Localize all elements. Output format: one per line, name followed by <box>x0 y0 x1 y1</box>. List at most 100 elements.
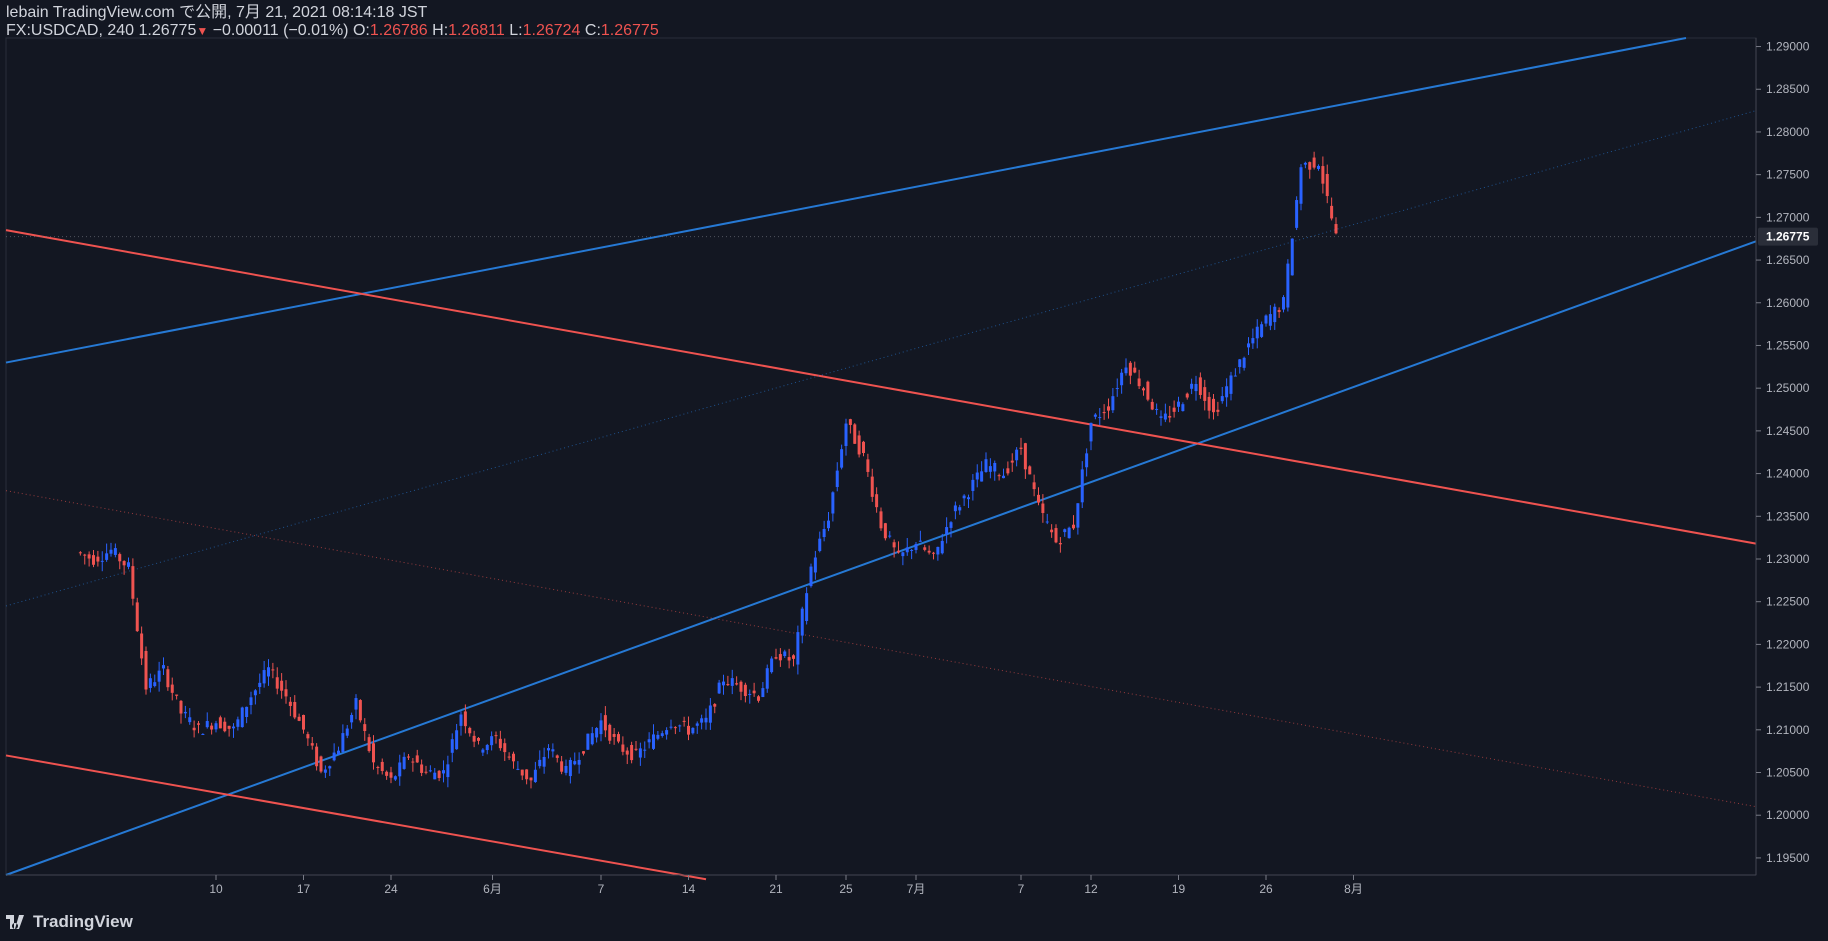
descending-channel-midline[interactable] <box>5 490 1757 808</box>
time-tick-label: 26 <box>1259 882 1273 896</box>
candle-down <box>682 720 686 722</box>
candle-down <box>1198 377 1202 395</box>
candle-up <box>214 723 218 730</box>
candle-up <box>1063 529 1067 533</box>
candle-down <box>792 655 795 659</box>
candle-down <box>468 727 472 734</box>
candle-down <box>1054 528 1058 543</box>
candle-down <box>687 725 690 735</box>
candle-up <box>350 714 354 723</box>
candle-down <box>1037 494 1040 503</box>
trendlines[interactable] <box>5 37 1757 881</box>
candle-down <box>757 696 760 701</box>
candle-up <box>765 668 769 689</box>
price-axis[interactable]: 1.29000 1.28500 1.28000 1.27500 1.27000 1.265… <box>6 38 1818 875</box>
candle-up <box>1295 200 1299 228</box>
candle-down <box>131 566 135 599</box>
candle-down <box>197 723 200 725</box>
candle-up <box>708 705 712 723</box>
candle-up <box>949 522 953 528</box>
price-tick-label: 1.26500 <box>1766 253 1810 267</box>
candle-up <box>1111 396 1115 411</box>
time-tick-label: 7月 <box>907 882 926 896</box>
ascending-channel-upper[interactable] <box>5 37 1687 364</box>
candle-up <box>433 772 437 780</box>
candles <box>78 151 1338 789</box>
time-axis[interactable]: 10 17 24 6月 7 14 21 25 7月 7 12 19 26 8月 <box>6 874 1756 896</box>
candle-down <box>1312 157 1316 168</box>
candle-up <box>652 734 655 749</box>
candle-down <box>1137 378 1141 387</box>
price-tick-label: 1.25000 <box>1766 381 1810 395</box>
candle-up <box>232 726 235 729</box>
tradingview-brand[interactable]: TradingView <box>6 912 133 932</box>
candle-down <box>1334 224 1338 234</box>
candle-down <box>376 767 380 769</box>
candle-up <box>183 711 187 714</box>
candle-down <box>853 424 857 444</box>
price-tick-label: 1.26000 <box>1766 296 1810 310</box>
candle-up <box>910 549 914 551</box>
last-price: 1.26775 <box>138 22 197 39</box>
candle-up <box>113 548 117 555</box>
candle-up <box>1177 401 1180 407</box>
descending-channel-upper[interactable] <box>5 229 1757 545</box>
price-tick-label: 1.22000 <box>1766 637 1810 651</box>
candle-down <box>310 743 314 746</box>
candle-up <box>967 497 970 500</box>
candle-down <box>135 602 139 632</box>
candle-up <box>1303 162 1307 165</box>
price-tick-label: 1.22500 <box>1766 595 1810 609</box>
candle-up <box>717 682 721 694</box>
candle-up <box>1159 416 1163 418</box>
descending-channel-lower[interactable] <box>5 754 707 881</box>
candle-up <box>109 549 113 554</box>
low-label: L: <box>509 22 523 39</box>
candle-down <box>555 755 559 758</box>
candle-down <box>1146 381 1150 400</box>
candle-up <box>100 560 104 562</box>
candle-down <box>367 737 371 752</box>
candle-up <box>1220 396 1224 402</box>
candle-up <box>783 651 787 657</box>
price-tick-label: 1.21500 <box>1766 680 1810 694</box>
candle-up <box>1093 414 1097 417</box>
candle-up <box>1067 527 1071 539</box>
candle-up <box>984 459 988 472</box>
candle-up <box>656 734 660 739</box>
time-tick-label: 12 <box>1084 882 1098 896</box>
candle-down <box>87 554 91 559</box>
candle-up <box>533 769 537 783</box>
candle-up <box>428 770 432 772</box>
candle-down <box>302 714 305 730</box>
candle-up <box>148 678 152 688</box>
candle-down <box>621 744 625 752</box>
candle-down <box>529 777 533 781</box>
price-tick-label: 1.24500 <box>1766 424 1810 438</box>
candle-up <box>905 547 909 553</box>
candle-down <box>923 547 927 550</box>
candle-down <box>857 435 861 455</box>
candle-up <box>770 658 774 673</box>
candle-down <box>774 657 778 659</box>
candle-up <box>1255 326 1259 339</box>
candle-up <box>267 667 270 677</box>
open-label: O: <box>352 22 370 39</box>
candle-up <box>1015 449 1019 461</box>
candle-up <box>940 540 944 554</box>
candle-down <box>78 552 82 554</box>
candle-down <box>997 475 1001 477</box>
candle-up <box>704 717 708 723</box>
ascending-channel-lower[interactable] <box>5 240 1757 876</box>
candle-up <box>1115 388 1119 390</box>
candle-down <box>1207 396 1211 411</box>
candle-down <box>1308 162 1312 170</box>
candle-up <box>1264 315 1268 324</box>
price-tick-label: 1.19500 <box>1766 851 1810 865</box>
candle-down <box>463 711 467 727</box>
candle-up <box>936 546 940 555</box>
candle-up <box>1002 475 1005 479</box>
candle-up <box>393 776 397 780</box>
candle-up <box>258 682 262 688</box>
